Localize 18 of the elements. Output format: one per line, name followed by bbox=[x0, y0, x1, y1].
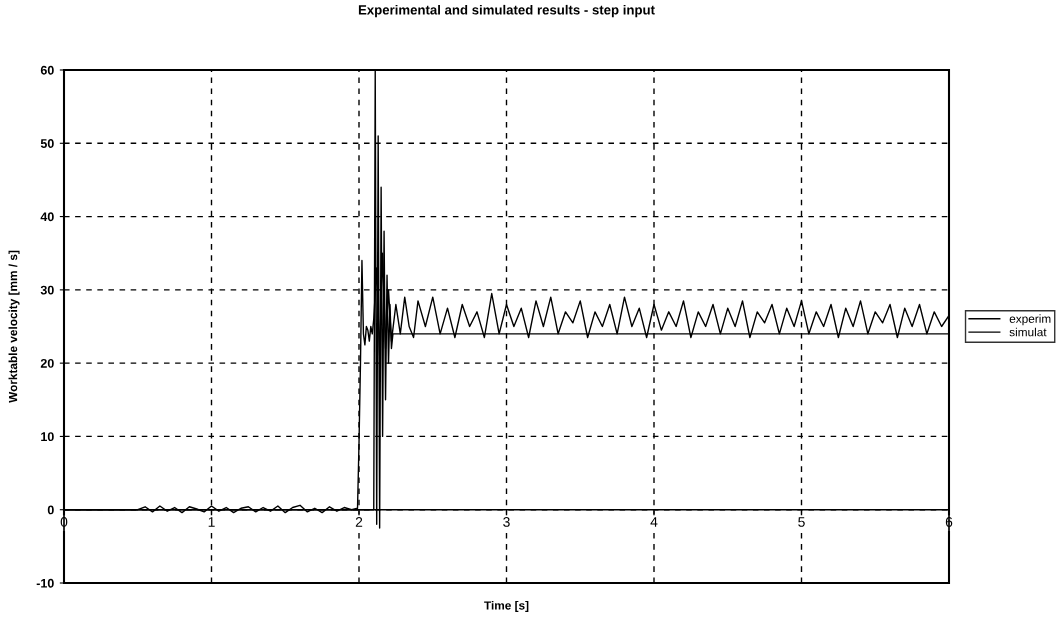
y-axis-title: Worktable velocity [mm / s] bbox=[8, 250, 20, 403]
y-tick-label: 60 bbox=[40, 65, 54, 75]
chart-title: Experimental and simulated results - step input bbox=[358, 4, 655, 18]
x-tick-label: 3 bbox=[503, 517, 510, 527]
x-tick-label: 2 bbox=[355, 517, 363, 527]
legend-label: simulat bbox=[1009, 327, 1047, 337]
y-tick-label: 50 bbox=[40, 139, 54, 148]
legend-label: experim bbox=[1009, 314, 1051, 326]
x-tick-label: 4 bbox=[650, 517, 658, 527]
y-tick-label: 20 bbox=[40, 358, 54, 368]
y-tick-label: 0 bbox=[47, 505, 54, 515]
x-tick-label: 1 bbox=[208, 517, 215, 527]
y-tick-label: 10 bbox=[41, 432, 54, 442]
y-tick-label: 40 bbox=[40, 212, 54, 222]
x-axis-title: Time [s] bbox=[484, 600, 529, 612]
x-tick-label: 5 bbox=[798, 517, 805, 527]
y-tick-label: -10 bbox=[36, 578, 54, 588]
y-tick-label: 30 bbox=[40, 285, 54, 295]
